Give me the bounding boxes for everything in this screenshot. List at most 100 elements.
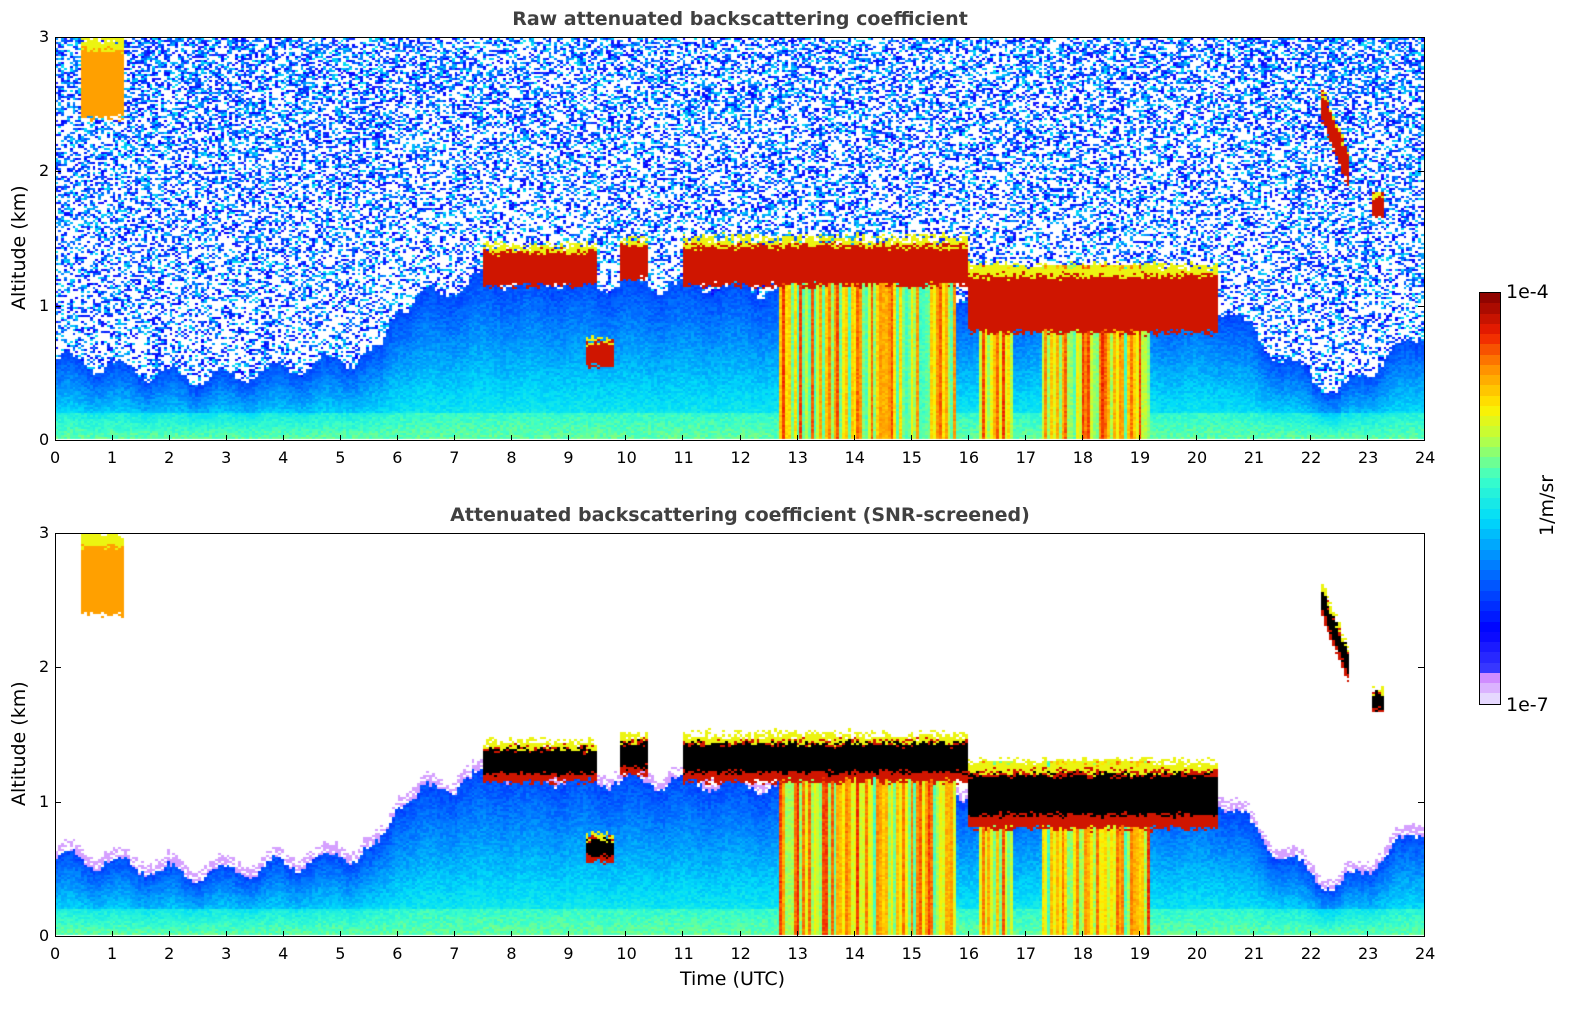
x-tick-label: 18 bbox=[1072, 944, 1094, 963]
colorbar-segment bbox=[1480, 323, 1500, 335]
x-tick-label: 10 bbox=[616, 448, 637, 467]
colorbar-segment bbox=[1480, 590, 1500, 601]
x-tick-mark bbox=[625, 931, 627, 937]
colorbar-segment bbox=[1480, 426, 1500, 437]
top-y-axis-label: Altitude (km) bbox=[8, 185, 30, 310]
y-tick-mark bbox=[55, 667, 61, 669]
x-tick-label: 7 bbox=[449, 944, 460, 963]
y-tick-mark bbox=[1418, 305, 1424, 307]
x-tick-label: 12 bbox=[730, 448, 751, 467]
x-tick-label: 13 bbox=[787, 448, 808, 467]
colorbar-segment bbox=[1480, 467, 1500, 478]
x-tick-label: 6 bbox=[392, 448, 403, 467]
x-tick-mark bbox=[397, 435, 399, 441]
x-tick-label: 16 bbox=[958, 944, 980, 963]
colorbar-segment bbox=[1480, 457, 1500, 468]
x-tick-mark bbox=[283, 435, 285, 441]
x-tick-label: 1 bbox=[107, 944, 118, 963]
colorbar-segment bbox=[1480, 364, 1500, 376]
colorbar-segment bbox=[1480, 662, 1500, 673]
colorbar-segment bbox=[1480, 642, 1500, 653]
y-tick-label: 0 bbox=[39, 430, 50, 449]
y-tick-mark bbox=[1418, 533, 1424, 534]
x-tick-label: 23 bbox=[1357, 448, 1379, 467]
x-tick-mark bbox=[853, 931, 855, 937]
x-tick-label: 13 bbox=[787, 944, 808, 963]
x-tick-mark bbox=[1024, 931, 1026, 937]
x-tick-mark bbox=[625, 435, 627, 441]
x-tick-label: 16 bbox=[958, 448, 980, 467]
colorbar-segment bbox=[1480, 539, 1500, 550]
x-tick-label: 19 bbox=[1129, 448, 1151, 467]
x-tick-label: 0 bbox=[50, 448, 61, 467]
x-tick-label: 24 bbox=[1415, 944, 1436, 963]
x-tick-mark bbox=[169, 931, 171, 937]
x-tick-mark bbox=[739, 931, 741, 937]
x-tick-label: 22 bbox=[1300, 448, 1322, 467]
x-tick-label: 14 bbox=[844, 448, 865, 467]
x-tick-mark bbox=[454, 435, 456, 441]
x-tick-mark bbox=[568, 435, 570, 441]
x-axis-label: Time (UTC) bbox=[680, 968, 786, 990]
x-tick-mark bbox=[967, 931, 969, 937]
x-tick-mark bbox=[568, 931, 570, 937]
x-tick-label: 19 bbox=[1129, 944, 1151, 963]
x-tick-mark bbox=[1309, 931, 1311, 937]
colorbar-max-label: 1e-4 bbox=[1506, 281, 1549, 303]
x-tick-label: 8 bbox=[506, 944, 517, 963]
x-tick-mark bbox=[910, 931, 912, 937]
x-tick-label: 3 bbox=[221, 448, 232, 467]
x-tick-label: 1 bbox=[107, 448, 118, 467]
colorbar-segment bbox=[1480, 672, 1500, 684]
x-tick-label: 21 bbox=[1243, 944, 1265, 963]
x-tick-mark bbox=[226, 931, 228, 937]
y-tick-mark bbox=[1418, 37, 1424, 38]
colorbar-segment bbox=[1480, 549, 1500, 560]
y-tick-mark bbox=[55, 171, 61, 173]
colorbar-segment bbox=[1480, 344, 1500, 355]
colorbar-segment bbox=[1480, 354, 1500, 365]
y-tick-mark bbox=[1418, 667, 1424, 669]
x-tick-label: 0 bbox=[50, 944, 61, 963]
x-tick-label: 9 bbox=[563, 944, 574, 963]
colorbar bbox=[1479, 292, 1501, 705]
x-tick-label: 11 bbox=[673, 944, 694, 963]
x-tick-mark bbox=[169, 435, 171, 441]
colorbar-segment bbox=[1480, 334, 1500, 345]
x-tick-mark bbox=[283, 931, 285, 937]
colorbar-segment bbox=[1480, 631, 1500, 643]
x-tick-mark bbox=[55, 931, 56, 937]
colorbar-segment bbox=[1480, 488, 1500, 499]
colorbar-segment bbox=[1480, 518, 1500, 530]
colorbar-segment bbox=[1480, 313, 1500, 324]
colorbar-segment bbox=[1480, 395, 1500, 406]
colorbar-segment bbox=[1480, 611, 1500, 622]
y-tick-mark bbox=[55, 440, 61, 441]
x-tick-mark bbox=[967, 435, 969, 441]
x-tick-label: 20 bbox=[1186, 944, 1208, 963]
x-tick-mark bbox=[1309, 435, 1311, 441]
x-tick-label: 24 bbox=[1415, 448, 1436, 467]
x-tick-label: 10 bbox=[616, 944, 637, 963]
y-tick-label: 2 bbox=[39, 161, 50, 181]
x-tick-label: 2 bbox=[164, 448, 175, 467]
colorbar-segment bbox=[1480, 477, 1500, 489]
y-tick-label: 1 bbox=[39, 295, 50, 315]
bottom-heatmap-image bbox=[56, 534, 1424, 936]
colorbar-segment bbox=[1480, 446, 1500, 458]
colorbar-segment bbox=[1480, 508, 1500, 519]
y-tick-label: 3 bbox=[39, 523, 50, 542]
x-tick-label: 3 bbox=[221, 944, 232, 963]
x-tick-mark bbox=[1366, 435, 1368, 441]
x-tick-mark bbox=[853, 435, 855, 441]
colorbar-segment bbox=[1480, 600, 1500, 612]
colorbar-segment bbox=[1480, 293, 1500, 304]
colorbar-segment bbox=[1480, 436, 1500, 447]
colorbar-min-label: 1e-7 bbox=[1506, 694, 1549, 716]
x-tick-label: 14 bbox=[844, 944, 865, 963]
x-tick-mark bbox=[1252, 435, 1254, 441]
y-tick-mark bbox=[55, 801, 61, 803]
x-tick-mark bbox=[1424, 931, 1425, 937]
bottom-heatmap-plot-area bbox=[55, 533, 1425, 937]
x-tick-label: 4 bbox=[278, 448, 289, 467]
